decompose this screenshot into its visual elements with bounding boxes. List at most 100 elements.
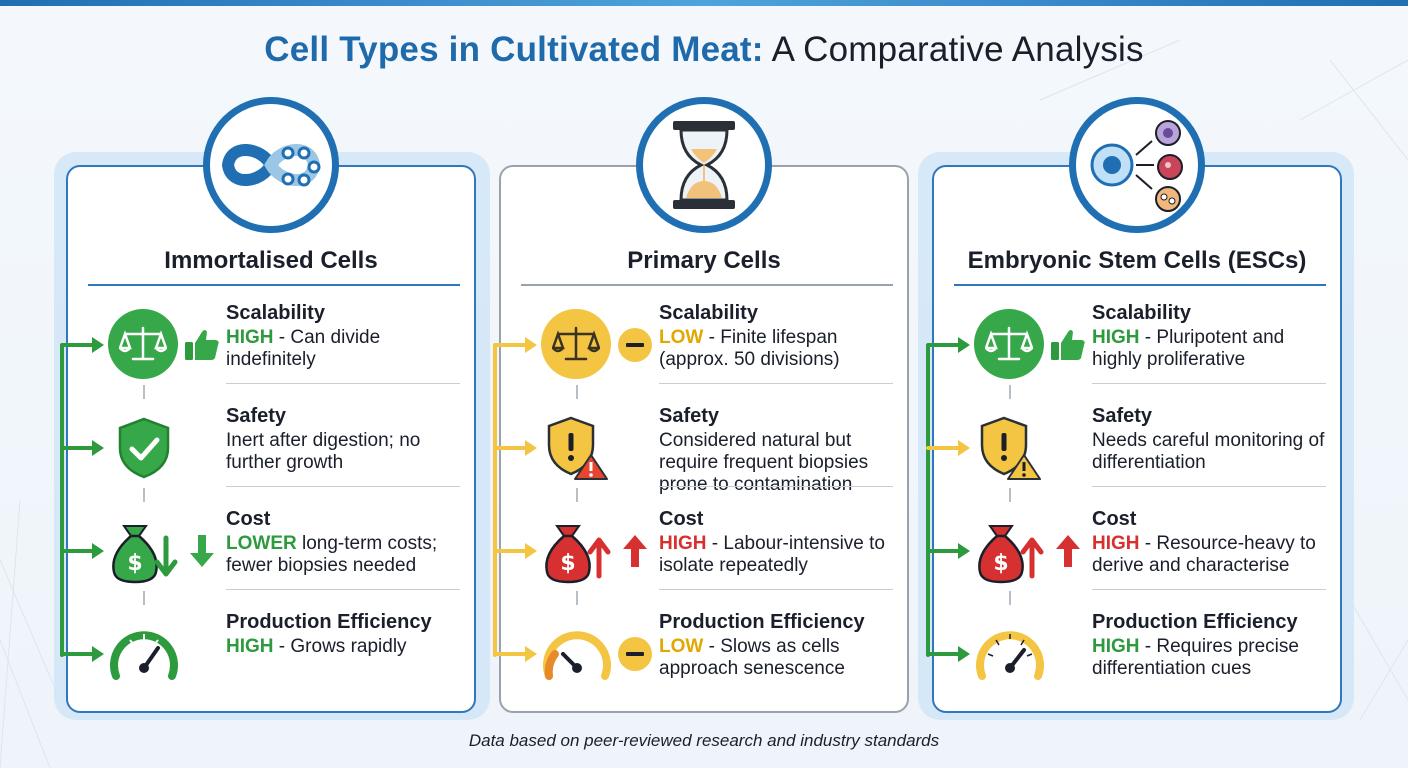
arrow-up-icon: [615, 531, 655, 571]
connector-arrowhead: [92, 337, 104, 353]
row-production-efficiency: Production Efficiency HIGH - Requires pr…: [926, 608, 1340, 708]
row-label: Scalability: [226, 302, 325, 324]
speedometer-icon: [974, 616, 1046, 692]
level-separator: -: [703, 327, 721, 348]
connector-branch: [493, 652, 527, 656]
thumbs-up-icon: [182, 325, 222, 365]
level-separator: -: [273, 327, 291, 348]
row-divider-dash: [1009, 591, 1011, 605]
connector-arrowhead: [525, 646, 537, 662]
row-label: Safety: [226, 405, 287, 427]
level-badge: LOW: [659, 327, 704, 348]
row-description: HIGH - Pluripotent and highly proliferat…: [1092, 327, 1332, 371]
row-divider: [659, 383, 893, 384]
level-badge: HIGH: [1092, 636, 1140, 657]
row-description: LOW - Slows as cells approach senescence: [659, 636, 899, 680]
title-divider: [88, 284, 460, 286]
row-text: Production Efficiency LOW - Slows as cel…: [659, 610, 899, 680]
row-text: Safety Inert after digestion; no further…: [226, 404, 466, 474]
connector-branch: [60, 652, 94, 656]
page-title-rest: A Comparative Analysis: [763, 30, 1144, 69]
row-scalability: Scalability LOW - Finite lifespan (appro…: [493, 299, 907, 399]
row-cost: $ Cost LOWER long-term costs; fewer biop…: [60, 505, 474, 605]
row-detail: Needs careful monitoring of differentiat…: [1092, 430, 1325, 473]
row-detail: Grows rapidly: [290, 636, 407, 657]
row-description: Needs careful monitoring of differentiat…: [1092, 430, 1332, 474]
row-divider-dash: [143, 591, 145, 605]
row-divider-dash: [1009, 488, 1011, 502]
row-description: Considered natural but require frequent …: [659, 430, 899, 496]
shield-check-icon: [108, 410, 180, 486]
row-description: HIGH - Can divide indefinitely: [226, 327, 466, 371]
balance-scale-icon: [108, 309, 178, 379]
row-label: Cost: [659, 508, 704, 530]
level-badge: HIGH: [1092, 327, 1140, 348]
level-separator: -: [703, 636, 721, 657]
connector-branch: [926, 343, 960, 347]
row-label: Scalability: [659, 302, 758, 324]
row-detail: Slows as cells approach senescence: [659, 636, 845, 679]
level-separator: -: [706, 533, 724, 554]
speedometer-icon: [541, 616, 613, 692]
title-divider: [521, 284, 893, 286]
card-primary-cells: Primary Cells Scalability LOW - Finite l…: [493, 97, 909, 713]
infinity-chain-icon: [203, 97, 339, 233]
card-title: Primary Cells: [627, 247, 781, 274]
row-detail: long-term costs; fewer biopsies needed: [226, 533, 438, 576]
row-divider: [1092, 383, 1326, 384]
connector-trunk: [493, 344, 497, 657]
row-safety: Safety Needs careful monitoring of diffe…: [926, 402, 1340, 502]
level-separator: -: [1139, 327, 1157, 348]
level-badge: HIGH: [1092, 533, 1140, 554]
row-label: Production Efficiency: [226, 611, 432, 633]
row-detail: Resource-heavy to derive and characteris…: [1092, 533, 1316, 576]
money-bag-icon: $: [108, 513, 180, 589]
level-separator: -: [273, 636, 291, 657]
row-divider: [226, 589, 460, 590]
row-divider: [1092, 486, 1326, 487]
card-title: Immortalised Cells: [164, 247, 378, 274]
row-description: HIGH - Grows rapidly: [226, 636, 466, 658]
row-cost: $ Cost HIGH - Resource-heavy to derive a…: [926, 505, 1340, 605]
connector-branch: [926, 446, 960, 450]
row-scalability: Scalability HIGH - Pluripotent and highl…: [926, 299, 1340, 399]
connector-arrowhead: [525, 543, 537, 559]
row-description: LOW - Finite lifespan (approx. 50 divisi…: [659, 327, 899, 371]
row-description: Inert after digestion; no further growth: [226, 430, 466, 474]
money-bag-icon: $: [974, 513, 1046, 589]
level-separator: -: [1139, 636, 1157, 657]
row-description: HIGH - Labour-intensive to isolate repea…: [659, 533, 899, 577]
row-label: Scalability: [1092, 302, 1191, 324]
connector-branch: [60, 343, 94, 347]
row-safety: Safety Considered natural but require fr…: [493, 402, 907, 502]
row-divider-dash: [1009, 385, 1011, 399]
page-title: Cell Types in Cultivated Meat: A Compara…: [0, 30, 1408, 70]
title-divider: [954, 284, 1326, 286]
svg-text:$: $: [127, 551, 142, 576]
row-text: Production Efficiency HIGH - Requires pr…: [1092, 610, 1332, 680]
speedometer-icon: [108, 616, 180, 692]
connector-arrowhead: [958, 646, 970, 662]
connector-arrowhead: [92, 543, 104, 559]
row-description: HIGH - Resource-heavy to derive and char…: [1092, 533, 1332, 577]
connector-arrowhead: [958, 337, 970, 353]
row-text: Scalability LOW - Finite lifespan (appro…: [659, 301, 899, 371]
minus-icon: [615, 634, 655, 674]
row-production-efficiency: Production Efficiency HIGH - Grows rapid…: [60, 608, 474, 708]
row-divider: [226, 486, 460, 487]
row-divider-dash: [576, 591, 578, 605]
row-detail: Finite lifespan (approx. 50 divisions): [659, 327, 840, 370]
row-production-efficiency: Production Efficiency LOW - Slows as cel…: [493, 608, 907, 708]
row-cost: $ Cost HIGH - Labour-intensive to isolat…: [493, 505, 907, 605]
row-label: Safety: [1092, 405, 1153, 427]
connector-arrowhead: [92, 440, 104, 456]
row-text: Cost HIGH - Resource-heavy to derive and…: [1092, 507, 1332, 577]
level-badge: LOWER: [226, 533, 297, 554]
connector-arrowhead: [958, 543, 970, 559]
row-description: LOWER long-term costs; fewer biopsies ne…: [226, 533, 466, 577]
connector-trunk: [926, 344, 930, 657]
arrow-up-icon: [1048, 531, 1088, 571]
row-text: Production Efficiency HIGH - Grows rapid…: [226, 610, 466, 658]
level-separator: -: [1139, 533, 1157, 554]
connector-arrowhead: [525, 337, 537, 353]
